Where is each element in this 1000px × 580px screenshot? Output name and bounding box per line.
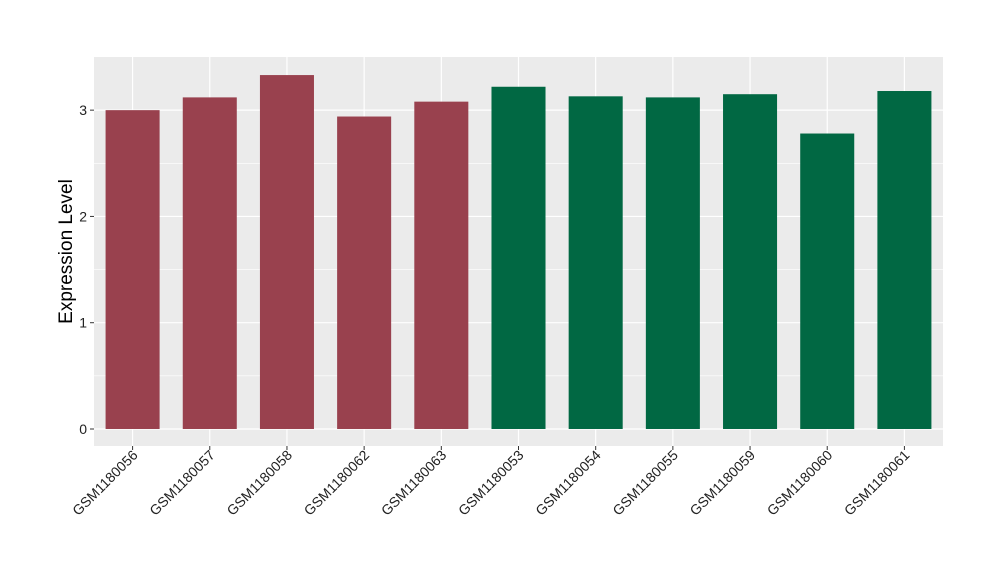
x-tick-label: GSM1180056 <box>69 447 141 519</box>
bars <box>105 75 932 429</box>
bar-gsm1180063 <box>414 101 469 429</box>
x-tick-label: GSM1180063 <box>378 447 450 519</box>
y-tick-label: 0 <box>79 421 87 437</box>
x-tick-label: GSM1180058 <box>223 447 295 519</box>
x-tick-label: GSM1180061 <box>841 447 913 519</box>
bar-gsm1180053 <box>491 86 546 429</box>
bar-gsm1180058 <box>259 75 314 429</box>
bar-gsm1180057 <box>182 97 237 429</box>
y-axis-title: Expression Level <box>56 179 77 324</box>
bar-gsm1180055 <box>645 97 700 429</box>
x-tick-label: GSM1180057 <box>146 447 218 519</box>
bar-gsm1180062 <box>337 116 392 429</box>
y-tick-label: 2 <box>79 208 87 224</box>
x-tick-label: GSM1180053 <box>455 447 527 519</box>
bar-gsm1180061 <box>877 91 932 429</box>
x-tick-label: GSM1180062 <box>301 447 373 519</box>
y-axis: 0 1 2 3 <box>79 102 94 437</box>
y-tick-label: 3 <box>79 102 87 118</box>
x-tick-label: GSM1180054 <box>532 447 604 519</box>
bar-gsm1180059 <box>723 94 778 429</box>
x-tick-label: GSM1180059 <box>686 447 758 519</box>
bar-gsm1180060 <box>800 133 855 429</box>
bar-gsm1180054 <box>568 96 623 429</box>
bar-gsm1180056 <box>105 110 160 429</box>
x-axis: GSM1180056 GSM1180057 GSM1180058 GSM1180062… <box>69 446 913 518</box>
x-tick-label: GSM1180060 <box>764 447 836 519</box>
y-tick-label: 1 <box>79 315 87 331</box>
x-tick-label: GSM1180055 <box>609 447 681 519</box>
